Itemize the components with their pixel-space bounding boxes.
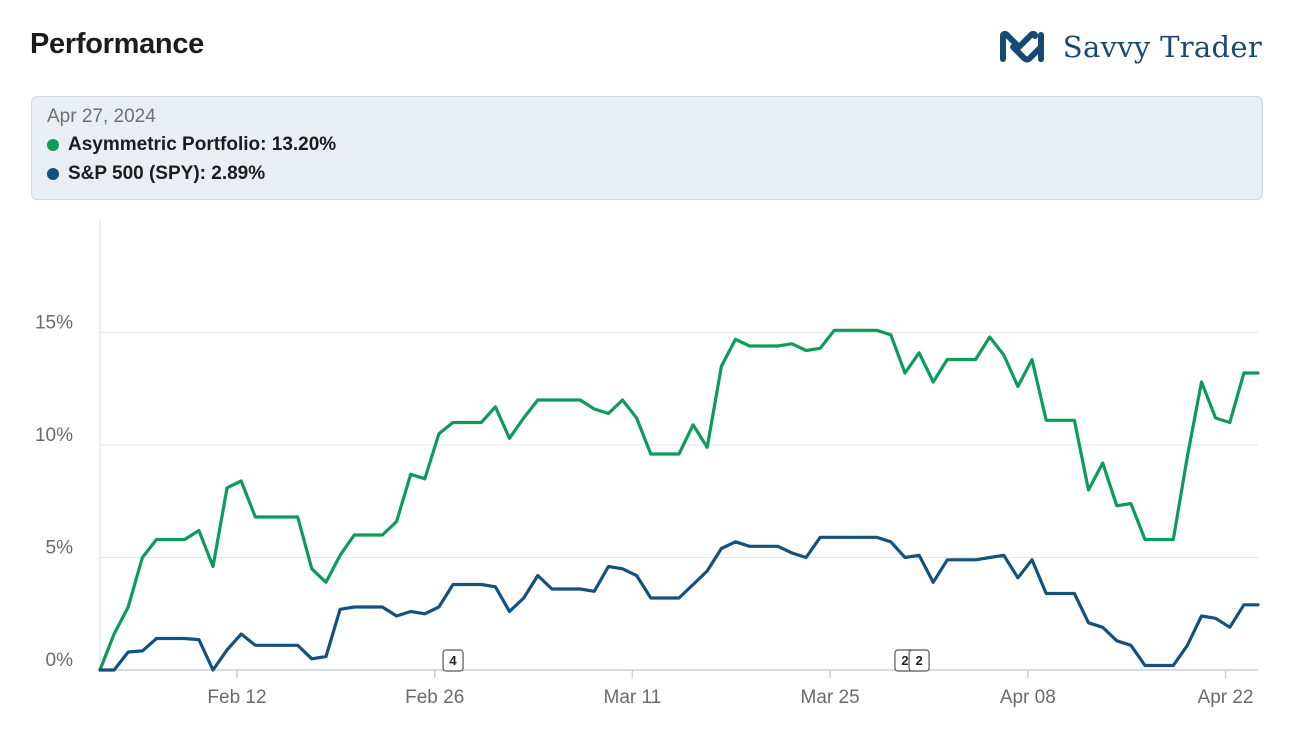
x-tick-label: Mar 25 — [801, 687, 860, 708]
series-line-1[interactable] — [98, 535, 1260, 672]
event-flag-label: 2 — [915, 653, 922, 668]
x-tick-label: Mar 11 — [604, 687, 662, 708]
x-tick-label: Apr 22 — [1198, 687, 1254, 708]
tooltip-spy-value: S&P 500 (SPY): 2.89% — [68, 163, 266, 184]
x-axis: Feb 12 Feb 26 Mar 11 Mar 25 Apr 08 Apr 22 — [207, 670, 1254, 708]
y-tick-label: 10% — [35, 425, 73, 446]
chart-grid — [99, 220, 1258, 671]
chart-lines — [98, 328, 1260, 672]
y-tick-label: 5% — [46, 538, 74, 559]
series-line-0[interactable] — [98, 328, 1260, 672]
spy-dot-icon — [47, 168, 59, 180]
tooltip-row-portfolio: Asymmetric Portfolio: 13.20% — [47, 134, 1247, 156]
y-tick-label: 15% — [35, 313, 73, 334]
tooltip-row-spy: S&P 500 (SPY): 2.89% — [47, 163, 1247, 185]
x-tick-label: Feb 12 — [207, 687, 266, 708]
y-tick-label: 0% — [46, 650, 74, 671]
chart-tooltip: Apr 27, 2024 Asymmetric Portfolio: 13.20… — [31, 96, 1263, 200]
y-axis: 0% 5% 10% 15% — [35, 313, 73, 672]
brand-name: Savvy Trader — [1062, 30, 1262, 64]
event-flag[interactable]: 4 — [442, 649, 464, 672]
x-tick-label: Feb 26 — [405, 687, 464, 708]
event-flag[interactable]: 2 — [908, 649, 930, 672]
portfolio-dot-icon — [47, 139, 59, 151]
page-title: Performance — [30, 28, 204, 60]
tooltip-portfolio-value: Asymmetric Portfolio: 13.20% — [68, 134, 337, 155]
brand[interactable]: Savvy Trader — [997, 30, 1262, 64]
tooltip-date: Apr 27, 2024 — [47, 106, 156, 127]
savvy-trader-logo-icon — [999, 30, 1044, 63]
x-tick-label: Apr 08 — [1000, 687, 1056, 708]
event-flag-label: 4 — [449, 653, 457, 668]
event-flag-label: 2 — [901, 653, 908, 668]
performance-chart[interactable]: 0% 5% 10% 15% Feb 12 Feb 26 Mar 11 Mar 25 Apr 0… — [0, 210, 1292, 750]
